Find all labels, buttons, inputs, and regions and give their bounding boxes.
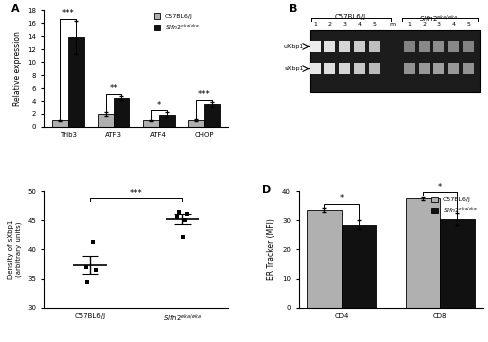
- Bar: [433, 41, 445, 52]
- Bar: [404, 41, 415, 52]
- Text: B: B: [289, 4, 298, 14]
- Point: [175, 209, 183, 214]
- Text: **: **: [109, 84, 118, 93]
- Text: 3: 3: [343, 22, 346, 27]
- Text: 2: 2: [328, 22, 332, 27]
- Bar: [68, 38, 84, 127]
- Point: [180, 234, 187, 239]
- Text: sXbp1: sXbp1: [285, 66, 304, 71]
- Bar: [419, 63, 429, 75]
- Text: A: A: [11, 4, 20, 14]
- Text: *: *: [157, 101, 161, 110]
- Legend: C57BL6/J, $Slfn2^{eka/eka}$: C57BL6/J, $Slfn2^{eka/eka}$: [429, 194, 480, 218]
- Bar: [419, 41, 429, 52]
- Point: [92, 267, 100, 273]
- Text: C57BL6/J: C57BL6/J: [335, 14, 366, 20]
- Bar: [369, 41, 380, 52]
- Bar: [188, 120, 204, 127]
- Y-axis label: Density of sXbp1
(arbitrary units): Density of sXbp1 (arbitrary units): [8, 220, 22, 279]
- Y-axis label: ER Tracker (MFI): ER Tracker (MFI): [267, 219, 276, 280]
- Legend: C57BL6/J, $Slfn2^{eka/eka}$: C57BL6/J, $Slfn2^{eka/eka}$: [154, 13, 200, 31]
- Text: ***: ***: [62, 9, 75, 18]
- Bar: [325, 63, 335, 75]
- Bar: [98, 114, 114, 127]
- Text: $Slfn2^{eka/eka}$: $Slfn2^{eka/eka}$: [419, 14, 458, 25]
- Bar: [406, 198, 440, 308]
- Bar: [440, 219, 475, 308]
- Text: m: m: [389, 22, 396, 27]
- Text: 4: 4: [451, 22, 456, 27]
- Bar: [369, 63, 380, 75]
- Bar: [342, 225, 376, 308]
- Point: [181, 218, 189, 223]
- Bar: [310, 30, 480, 92]
- Text: 3: 3: [437, 22, 441, 27]
- Text: uXbp1: uXbp1: [284, 44, 304, 49]
- Bar: [143, 120, 159, 127]
- Bar: [354, 41, 365, 52]
- Bar: [433, 63, 445, 75]
- Text: 4: 4: [358, 22, 362, 27]
- Bar: [448, 63, 459, 75]
- Bar: [310, 63, 321, 75]
- Point: [83, 279, 91, 284]
- Bar: [52, 120, 68, 127]
- Bar: [463, 41, 474, 52]
- Text: ***: ***: [198, 90, 211, 99]
- Text: 2: 2: [422, 22, 426, 27]
- Text: D: D: [262, 185, 271, 195]
- Text: ***: ***: [130, 188, 142, 198]
- Point: [89, 240, 97, 245]
- Bar: [204, 104, 220, 127]
- Y-axis label: Relative expression: Relative expression: [13, 31, 22, 106]
- Text: 1: 1: [313, 22, 317, 27]
- Point: [173, 215, 181, 220]
- Point: [82, 264, 90, 270]
- Bar: [448, 41, 459, 52]
- Bar: [404, 63, 415, 75]
- Text: 5: 5: [467, 22, 470, 27]
- Bar: [307, 210, 342, 308]
- Bar: [339, 41, 350, 52]
- Text: 1: 1: [407, 22, 411, 27]
- Text: 5: 5: [372, 22, 376, 27]
- Bar: [159, 115, 175, 127]
- Bar: [325, 41, 335, 52]
- Point: [183, 212, 191, 217]
- Text: *: *: [339, 194, 344, 203]
- Bar: [463, 63, 474, 75]
- Bar: [339, 63, 350, 75]
- Text: *: *: [438, 183, 442, 192]
- Bar: [310, 41, 321, 52]
- Bar: [114, 98, 129, 127]
- Bar: [354, 63, 365, 75]
